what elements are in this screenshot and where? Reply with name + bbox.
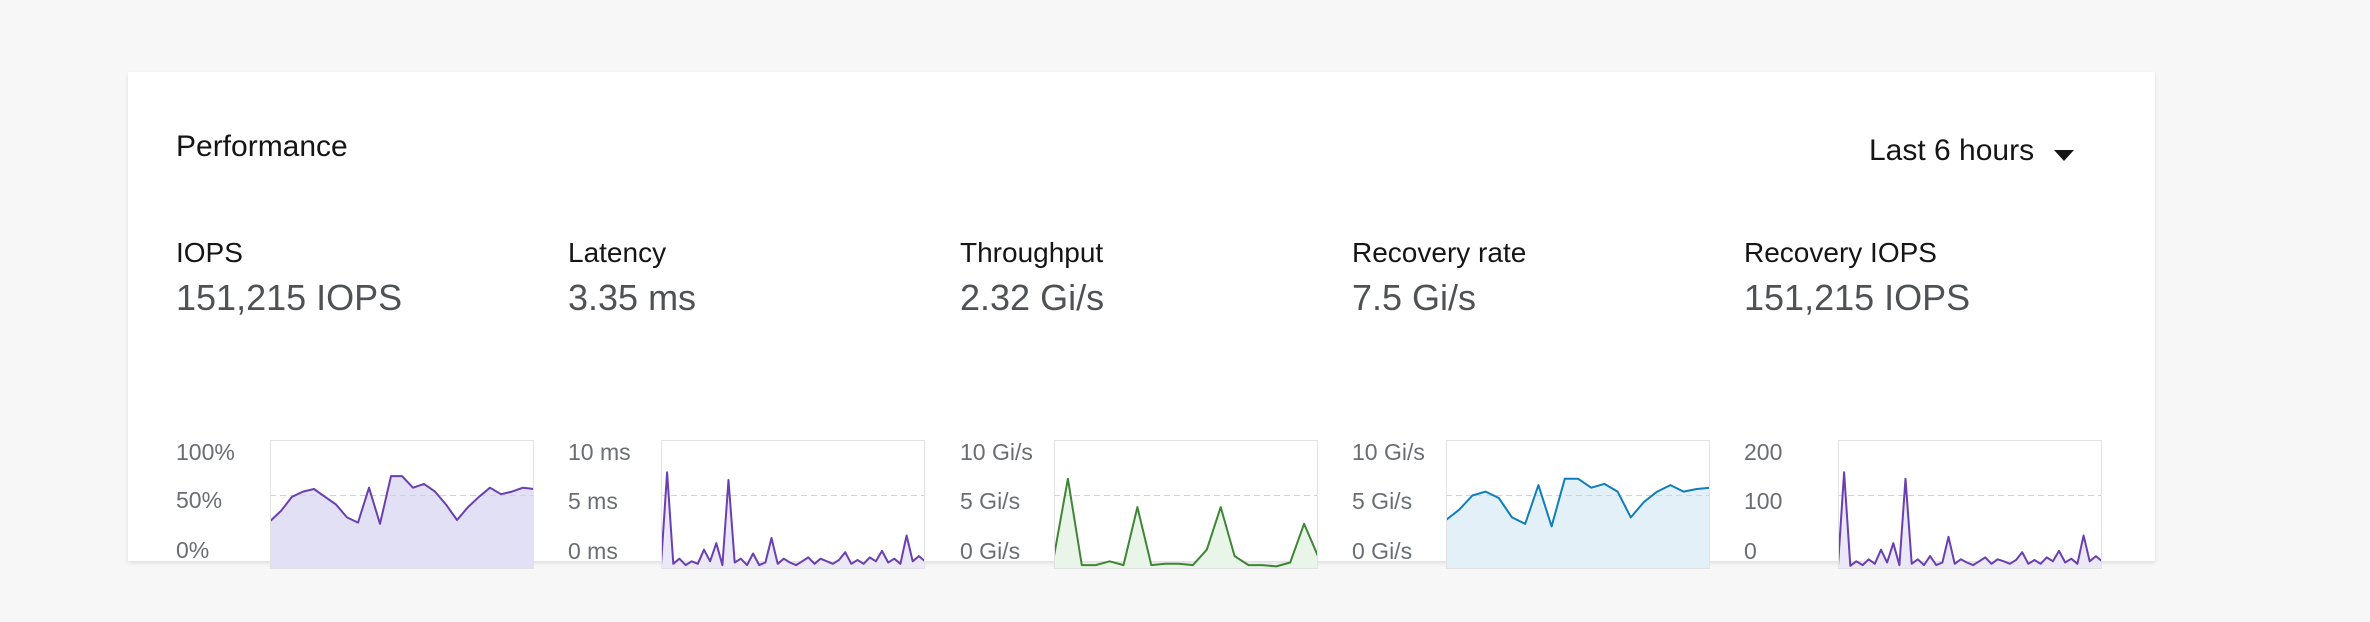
metric-label: IOPS (176, 237, 243, 268)
y-tick-bottom: 0 (1744, 538, 1757, 564)
sparkline-latency (661, 440, 925, 569)
metric-throughput: Throughput 2.32 Gi/s 10 Gi/s 5 Gi/s 0 Gi… (960, 237, 1340, 569)
y-tick-mid: 5 ms (568, 488, 618, 514)
sparkline-area (1054, 478, 1318, 569)
sparkline-iops (270, 440, 534, 569)
metric-label: Recovery rate (1352, 237, 1527, 268)
y-tick-mid: 5 Gi/s (1352, 488, 1413, 514)
metric-iops: IOPS 151,215 IOPS 100% 50% 0% (176, 237, 556, 569)
sparkline-line (1838, 471, 2102, 567)
y-tick-top: 10 Gi/s (1352, 439, 1425, 465)
metric-value: 151,215 IOPS (176, 277, 403, 318)
sparkline-recovery-iops (1838, 440, 2102, 569)
metric-latency: Latency 3.35 ms 10 ms 5 ms 0 ms (568, 237, 948, 569)
metric-value: 151,215 IOPS (1744, 277, 1971, 318)
y-tick-mid: 50% (176, 487, 223, 513)
y-tick-mid: 100 (1744, 488, 1783, 514)
metric-recovery-iops: Recovery IOPS 151,215 IOPS 200 100 0 (1744, 237, 2124, 569)
sparkline-recovery-rate (1446, 440, 1710, 569)
time-range-label: Last 6 hours (1869, 134, 2035, 167)
y-tick-mid: 5 Gi/s (960, 488, 1021, 514)
metric-label: Recovery IOPS (1744, 237, 1937, 268)
y-tick-top: 10 Gi/s (960, 439, 1033, 465)
metric-value: 3.35 ms (568, 277, 697, 318)
sparkline-line (1446, 477, 1710, 528)
sparkline-area (1838, 472, 2102, 569)
y-tick-top: 200 (1744, 439, 1783, 465)
metric-label: Latency (568, 237, 667, 268)
sparkline-frame (1054, 440, 1318, 569)
sparkline-frame (661, 440, 925, 569)
metric-label: Throughput (960, 237, 1104, 268)
sparkline-line (270, 475, 534, 525)
y-tick-top: 10 ms (568, 439, 631, 465)
y-tick-bottom: 0 ms (568, 538, 618, 564)
y-tick-bottom: 0 Gi/s (1352, 538, 1413, 564)
sparkline-throughput (1054, 440, 1318, 569)
metric-recovery-rate: Recovery rate 7.5 Gi/s 10 Gi/s 5 Gi/s 0 … (1352, 237, 1732, 569)
y-tick-bottom: 0 Gi/s (960, 538, 1021, 564)
sparkline-line (1054, 477, 1318, 568)
y-tick-bottom: 0% (176, 537, 210, 563)
sparkline-frame (270, 440, 534, 569)
caret-down-icon (2054, 150, 2074, 161)
sparkline-line (661, 471, 925, 567)
performance-card: Performance Last 6 hours IOPS 151,215 IO… (128, 72, 2155, 569)
sparkline-frame (1446, 440, 1710, 569)
sparkline-frame (1838, 440, 2102, 569)
y-tick-top: 100% (176, 439, 235, 465)
time-range-dropdown[interactable]: Last 6 hours (1840, 130, 2102, 180)
card-title: Performance (176, 130, 348, 163)
metric-value: 2.32 Gi/s (960, 277, 1105, 318)
sparkline-area (270, 476, 534, 569)
metric-value: 7.5 Gi/s (1352, 277, 1477, 318)
sparkline-area (1446, 478, 1710, 569)
sparkline-area (661, 472, 925, 569)
